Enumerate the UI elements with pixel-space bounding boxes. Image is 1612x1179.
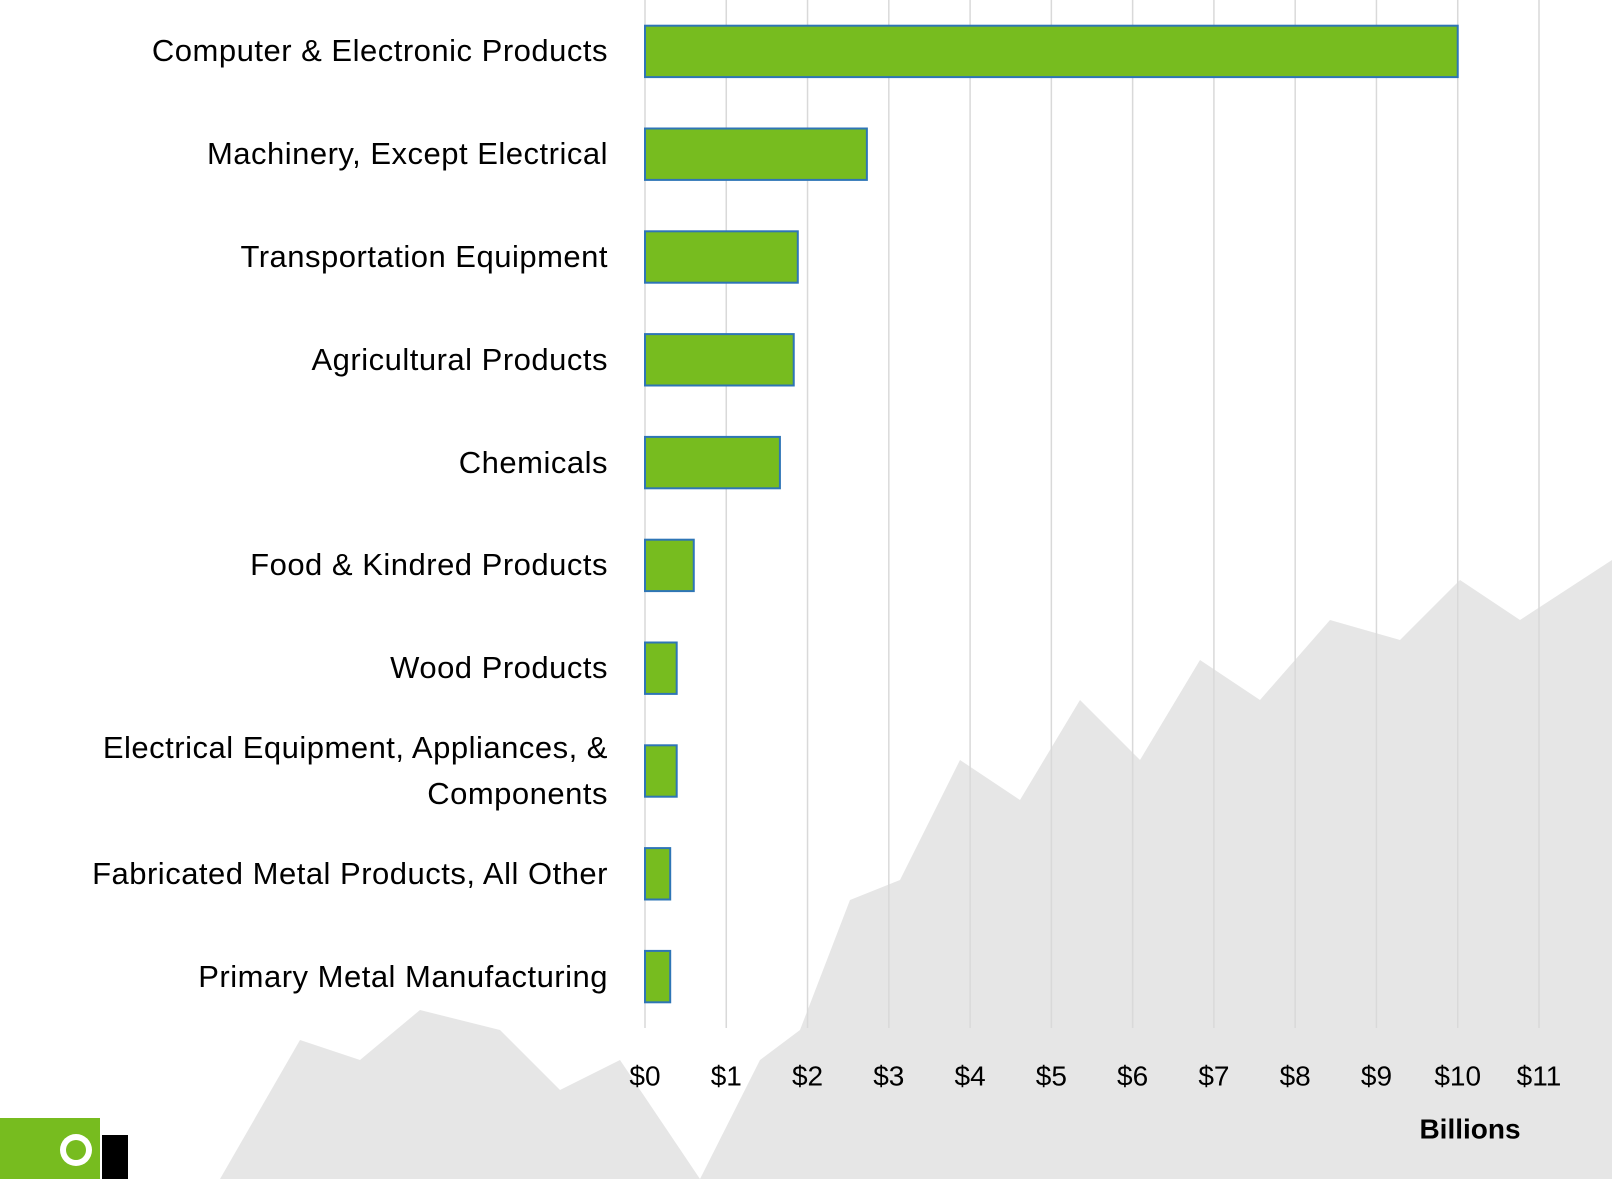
x-tick-label: $5 (1036, 1060, 1067, 1091)
x-axis-title: Billions (1419, 1113, 1520, 1144)
bar (645, 26, 1458, 77)
bar (645, 643, 677, 694)
y-tick-label: Computer & Electronic Products (0, 28, 608, 74)
y-tick-label: Food & Kindred Products (0, 542, 608, 588)
bar (645, 129, 867, 180)
x-tick-label: $6 (1117, 1060, 1148, 1091)
page: {"chart_data": {"type": "bar", "orientat… (0, 0, 1612, 1179)
bar (645, 951, 670, 1002)
logo-shape (102, 1135, 128, 1179)
bar (645, 231, 798, 282)
bar (645, 745, 677, 796)
y-tick-label: Chemicals (0, 440, 608, 486)
y-tick-label: Electrical Equipment, Appliances, & Comp… (0, 725, 608, 817)
x-tick-label: $4 (955, 1060, 986, 1091)
y-tick-label: Fabricated Metal Products, All Other (0, 851, 608, 897)
y-tick-label: Transportation Equipment (0, 234, 608, 280)
x-tick-label: $8 (1280, 1060, 1311, 1091)
logo (0, 1118, 128, 1179)
y-tick-label: Primary Metal Manufacturing (0, 954, 608, 1000)
y-tick-label: Wood Products (0, 645, 608, 691)
tree-silhouette (220, 1010, 700, 1179)
x-tick-label: $3 (873, 1060, 904, 1091)
x-tick-label: $1 (711, 1060, 742, 1091)
bar (645, 334, 794, 385)
bar (645, 848, 670, 899)
y-tick-label: Machinery, Except Electrical (0, 131, 608, 177)
x-tick-label: $0 (629, 1060, 660, 1091)
bar (645, 437, 780, 488)
x-tick-label: $2 (792, 1060, 823, 1091)
x-tick-label: $11 (1517, 1060, 1562, 1091)
x-tick-label: $7 (1198, 1060, 1229, 1091)
x-tick-label: $10 (1434, 1060, 1481, 1091)
x-tick-label: $9 (1361, 1060, 1392, 1091)
bar (645, 540, 694, 591)
logo-shape (66, 1140, 86, 1160)
y-tick-label: Agricultural Products (0, 337, 608, 383)
